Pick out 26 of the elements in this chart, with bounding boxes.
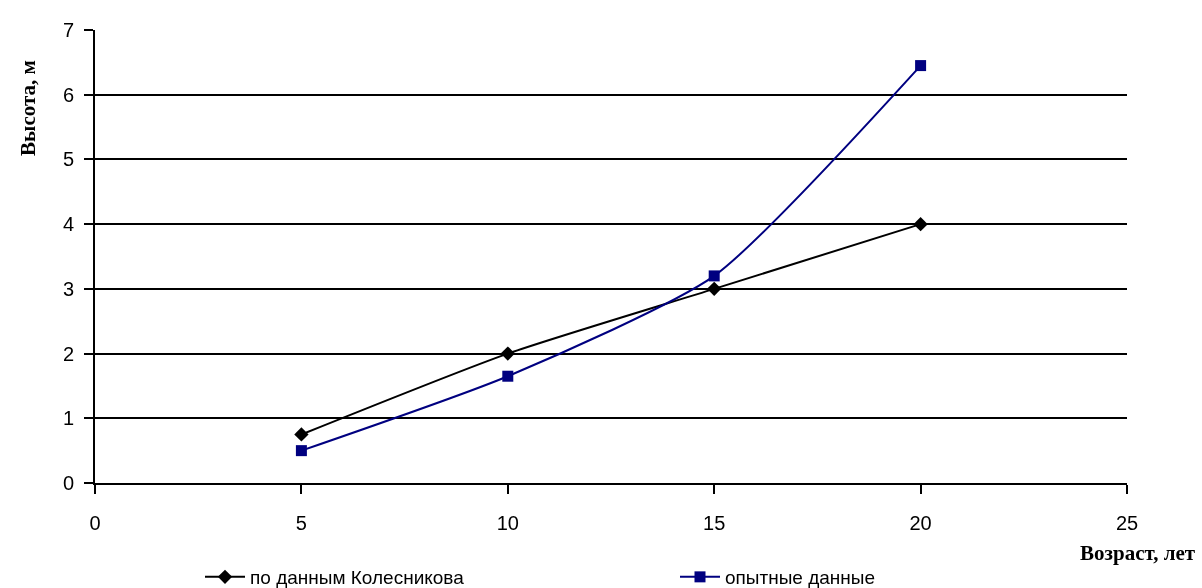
- x-axis-title: Возраст, лет: [1080, 541, 1196, 565]
- point: [915, 60, 927, 72]
- point: [913, 216, 928, 232]
- y-tick-label: 1: [62, 407, 74, 430]
- x-tick-label: 20: [909, 512, 932, 534]
- point: [708, 270, 720, 282]
- x-tick-label: 0: [89, 512, 101, 534]
- y-tick-label: 2: [62, 342, 74, 365]
- x-tick-label: 10: [496, 512, 519, 534]
- x-tick-label: 25: [1115, 512, 1139, 534]
- point: [502, 370, 514, 382]
- y-tick-label: 5: [62, 148, 74, 171]
- y-tick-label: 6: [62, 83, 74, 106]
- y-tick-label: 0: [62, 472, 74, 494]
- x-tick-label: 5: [295, 512, 307, 534]
- point: [294, 427, 309, 442]
- x-tick-label: 15: [703, 512, 726, 534]
- legend-label: опытные данные: [725, 567, 876, 588]
- y-tick-label: 7: [62, 19, 74, 41]
- legend-label: по данным Колесникова: [250, 567, 465, 588]
- y-tick-label: 4: [62, 213, 74, 236]
- point: [707, 281, 722, 297]
- y-tick-label: 3: [62, 277, 74, 300]
- point: [500, 346, 515, 361]
- y-axis-title: Высота, м: [16, 60, 40, 156]
- point: [295, 445, 307, 457]
